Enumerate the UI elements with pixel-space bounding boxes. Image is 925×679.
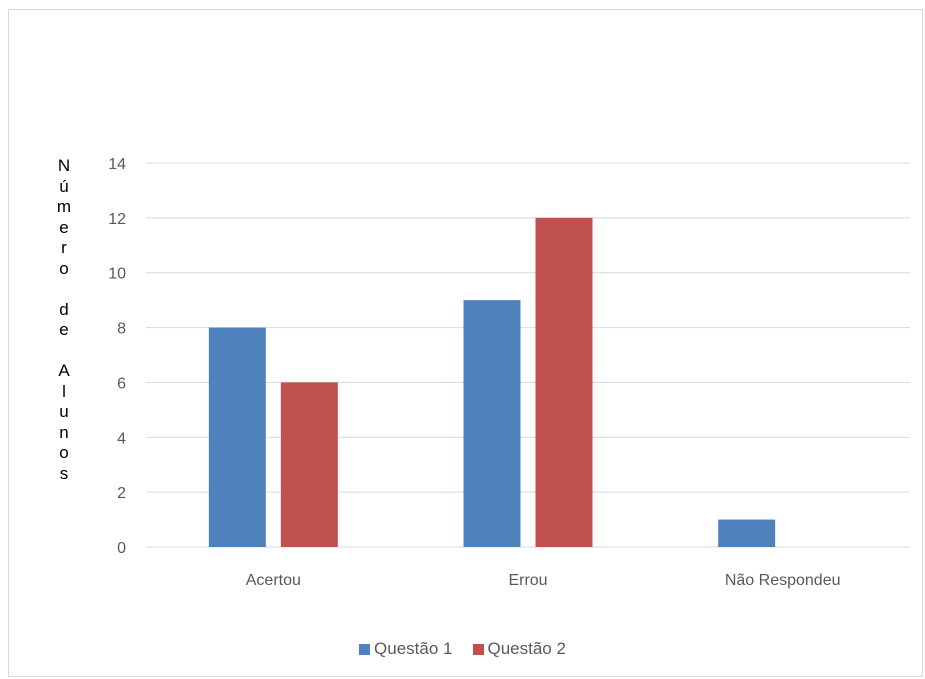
bar-errou-series-1 <box>463 300 521 547</box>
legend-item-questao-1: Questão 1 <box>359 639 453 659</box>
legend: Questão 1 Questão 2 <box>0 636 925 662</box>
category-label-1: Acertou <box>246 572 301 589</box>
y-tick-label-0: 0 <box>117 540 126 557</box>
legend-label-questao-1: Questão 1 <box>374 639 453 658</box>
y-tick-labels: 0 2 4 6 8 10 12 14 <box>108 156 126 557</box>
y-tick-label-6: 6 <box>117 375 126 392</box>
y-axis-label: N ú m e r o d e A l u n o s <box>56 156 72 483</box>
y-tick-label-2: 2 <box>117 485 126 502</box>
y-tick-label-14: 14 <box>108 156 126 173</box>
bar-acertou-series-2 <box>280 382 338 547</box>
legend-swatch-questao-1 <box>359 643 371 655</box>
bar-errou-series-2 <box>535 217 593 547</box>
bar-não-respondeu-series-1 <box>718 519 776 547</box>
category-label-2: Errou <box>508 572 547 589</box>
y-tick-label-12: 12 <box>108 211 126 228</box>
legend-label-questao-2: Questão 2 <box>487 639 566 658</box>
y-tick-label-4: 4 <box>117 430 126 447</box>
legend-swatch-questao-2 <box>472 643 484 655</box>
y-tick-label-8: 8 <box>117 321 126 338</box>
category-label-3: Não Respondeu <box>725 572 841 589</box>
y-tick-label-10: 10 <box>108 266 126 283</box>
gridlines <box>146 162 910 548</box>
legend-item-questao-2: Questão 2 <box>472 639 566 659</box>
bar-acertou-series-1 <box>208 327 266 547</box>
bars <box>208 217 776 547</box>
category-labels: Acertou Errou Não Respondeu <box>246 572 841 589</box>
